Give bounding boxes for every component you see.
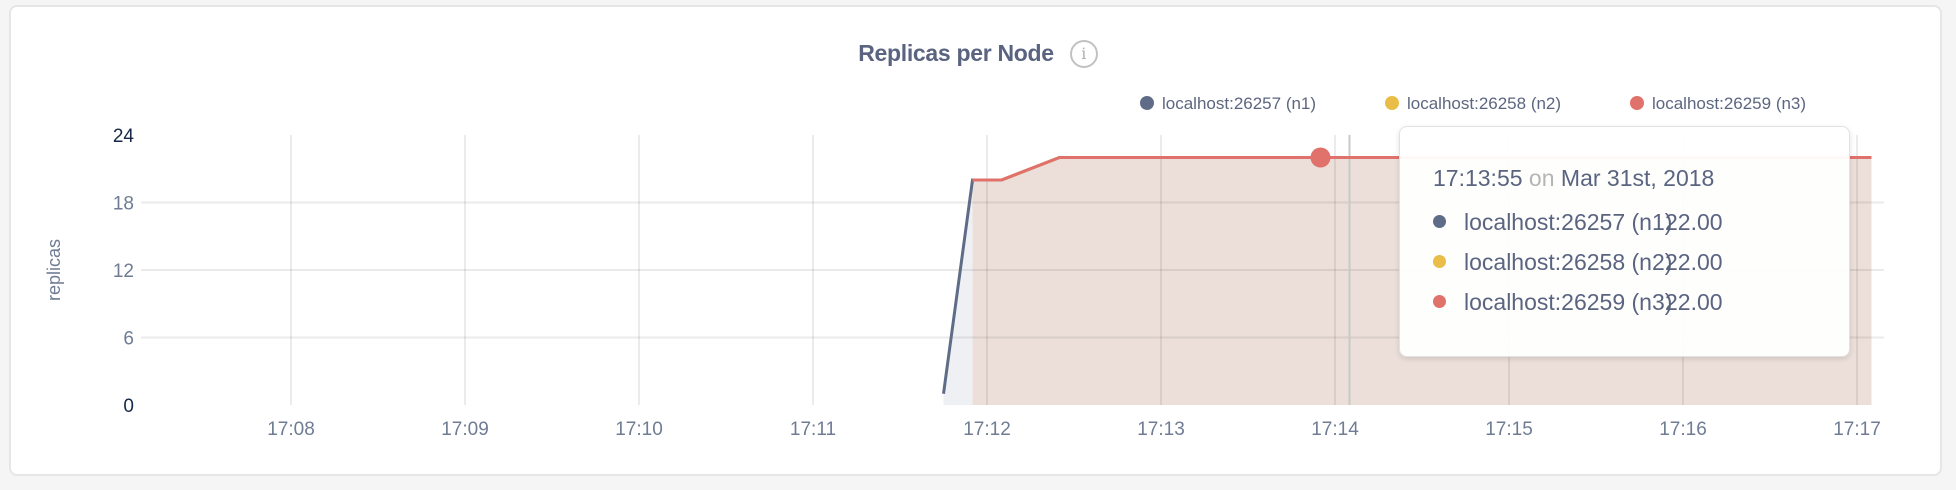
x-tick-label: 17:13 [1137, 419, 1185, 440]
legend-dot [1140, 96, 1154, 110]
legend-dot [1630, 96, 1644, 110]
series-dot [1433, 295, 1446, 308]
legend-label: localhost:26259 (n3) [1652, 94, 1807, 113]
y-tick-label: 18 [113, 194, 134, 215]
legend-label: localhost:26257 (n1) [1162, 94, 1317, 113]
y-tick-label: 12 [113, 261, 134, 282]
tooltip-row-label: localhost:26258 (n2) [1464, 249, 1673, 275]
x-tick-label: 17:14 [1311, 419, 1359, 440]
tooltip-row-value: 22.00 [1665, 289, 1723, 315]
y-tick-label: 0 [123, 396, 134, 417]
x-tick-label: 17:09 [441, 419, 489, 440]
series-dot [1433, 215, 1446, 228]
tooltip-time: 17:13:55 [1433, 165, 1523, 191]
x-tick-label: 17:08 [267, 419, 315, 440]
tooltip-header: 17:13:55 on Mar 31st, 2018 [1433, 165, 1849, 192]
hover-point [1310, 147, 1331, 168]
x-tick-label: 17:10 [615, 419, 663, 440]
legend-item-n3[interactable]: localhost:26259 (n3) [1630, 94, 1806, 114]
x-tick-label: 17:11 [790, 419, 836, 440]
legend-item-n1[interactable]: localhost:26257 (n1) [1140, 94, 1316, 114]
x-tick-label: 17:16 [1659, 419, 1707, 440]
series-dot [1433, 255, 1446, 268]
x-tick-label: 17:12 [963, 419, 1011, 440]
tooltip-row-value: 22.00 [1665, 209, 1723, 235]
y-axis-label: replicas [44, 239, 64, 301]
y-tick-label: 6 [123, 329, 134, 350]
x-tick-label: 17:17 [1833, 419, 1881, 440]
legend-dot [1385, 96, 1399, 110]
x-tick-label: 17:15 [1485, 419, 1533, 440]
tooltip-row-n3: localhost:26259 (n3)22.00 [1433, 282, 1849, 322]
tooltip-row-value: 22.00 [1665, 249, 1723, 275]
tooltip-row-n2: localhost:26258 (n2)22.00 [1433, 242, 1849, 282]
tooltip-on: on [1528, 165, 1555, 191]
tooltip-row-label: localhost:26259 (n3) [1464, 289, 1673, 315]
tooltip-row-n1: localhost:26257 (n1)22.00 [1433, 202, 1849, 242]
legend-item-n2[interactable]: localhost:26258 (n2) [1385, 94, 1561, 114]
legend-label: localhost:26258 (n2) [1407, 94, 1562, 113]
tooltip-date: Mar 31st, 2018 [1560, 165, 1715, 191]
y-tick-label: 24 [113, 126, 135, 147]
hover-tooltip: 17:13:55 on Mar 31st, 2018 localhost:262… [1399, 126, 1850, 357]
tooltip-row-label: localhost:26257 (n1) [1464, 209, 1673, 235]
